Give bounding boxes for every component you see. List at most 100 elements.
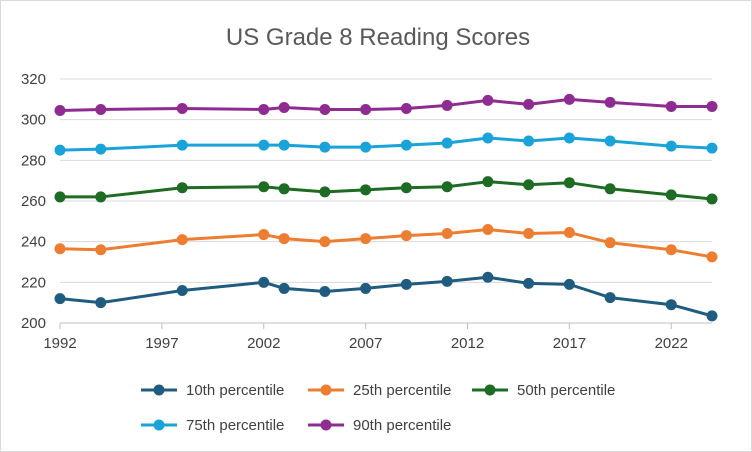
data-point — [482, 132, 494, 144]
legend-marker — [484, 384, 496, 396]
data-point — [665, 189, 677, 201]
data-point — [400, 139, 412, 151]
y-tick-label: 220 — [21, 274, 46, 291]
data-point — [278, 139, 290, 151]
data-point — [482, 223, 494, 235]
legend-label: 90th percentile — [353, 417, 451, 434]
data-point — [482, 271, 494, 283]
data-point — [563, 278, 575, 290]
data-point — [360, 104, 372, 115]
series-lines — [54, 93, 718, 322]
data-point — [665, 140, 677, 152]
data-point — [441, 181, 453, 193]
data-point — [319, 104, 331, 115]
data-point — [258, 104, 270, 115]
data-point — [360, 141, 372, 153]
data-point — [360, 282, 372, 294]
series-2 — [54, 223, 718, 263]
data-point — [258, 139, 270, 151]
data-point — [400, 182, 412, 194]
data-point — [523, 179, 535, 191]
data-point — [441, 228, 453, 240]
data-point — [665, 100, 677, 112]
legend-entry: 25th percentile — [308, 382, 451, 399]
data-point — [319, 186, 331, 198]
series-1 — [54, 271, 718, 322]
y-tick-label: 300 — [21, 112, 46, 129]
data-point — [604, 292, 616, 304]
legend-label: 25th percentile — [353, 382, 451, 399]
data-point — [360, 233, 372, 245]
legend-marker — [153, 384, 165, 396]
legend-entry: 75th percentile — [141, 417, 284, 434]
y-tick-label: 280 — [21, 152, 46, 169]
data-point — [400, 102, 412, 114]
data-point — [278, 282, 290, 294]
y-tick-label: 260 — [21, 193, 46, 210]
legend-marker — [153, 419, 165, 431]
legend-label: 10th percentile — [186, 382, 284, 399]
data-point — [665, 299, 677, 311]
data-point — [258, 181, 270, 193]
data-point — [604, 135, 616, 147]
data-point — [523, 135, 535, 147]
data-point — [563, 132, 575, 144]
y-tick-label: 200 — [21, 315, 46, 332]
data-point — [176, 234, 188, 246]
data-point — [706, 100, 718, 112]
x-tick-label: 2017 — [553, 335, 586, 352]
data-point — [54, 105, 66, 117]
data-point — [604, 237, 616, 249]
data-point — [706, 142, 718, 154]
data-point — [176, 284, 188, 296]
x-tick-label: 2012 — [451, 335, 484, 352]
legend-marker — [320, 419, 332, 431]
y-tick-label: 320 — [21, 71, 46, 88]
data-point — [54, 243, 66, 255]
series-3 — [54, 176, 718, 205]
data-point — [523, 98, 535, 110]
legend-entry: 90th percentile — [308, 417, 451, 434]
data-point — [95, 191, 107, 203]
y-tick-label: 240 — [21, 234, 46, 251]
x-tick-label: 1997 — [145, 335, 178, 352]
data-point — [706, 251, 718, 263]
legend: 10th percentile 25th percentile 50th perce… — [141, 382, 615, 434]
x-tick-label: 2007 — [349, 335, 382, 352]
series-5 — [54, 93, 718, 117]
legend-label: 75th percentile — [186, 417, 284, 434]
data-point — [482, 176, 494, 188]
data-point — [278, 233, 290, 245]
data-point — [563, 93, 575, 105]
chart-title: US Grade 8 Reading Scores — [226, 24, 530, 51]
data-point — [706, 193, 718, 205]
data-point — [258, 229, 270, 241]
x-tick-label: 2002 — [247, 335, 280, 352]
data-point — [95, 104, 107, 115]
data-point — [54, 191, 66, 203]
series-4 — [54, 132, 718, 156]
data-point — [604, 183, 616, 195]
data-point — [441, 275, 453, 287]
data-point — [400, 230, 412, 242]
data-point — [360, 184, 372, 196]
data-point — [563, 177, 575, 189]
data-point — [563, 227, 575, 239]
legend-marker — [320, 384, 332, 396]
data-point — [706, 310, 718, 322]
axes: 200 220 240 260 280 300 320 1992 1997 2002 2007 201… — [21, 71, 712, 352]
data-point — [523, 277, 535, 289]
legend-label: 50th percentile — [517, 382, 615, 399]
data-point — [176, 139, 188, 151]
data-point — [54, 293, 66, 305]
data-point — [319, 236, 331, 248]
data-point — [176, 102, 188, 114]
data-point — [54, 144, 66, 156]
legend-entry: 10th percentile — [141, 382, 284, 399]
data-point — [258, 276, 270, 288]
data-point — [95, 297, 107, 309]
data-point — [95, 143, 107, 155]
data-point — [176, 182, 188, 194]
data-point — [319, 285, 331, 297]
